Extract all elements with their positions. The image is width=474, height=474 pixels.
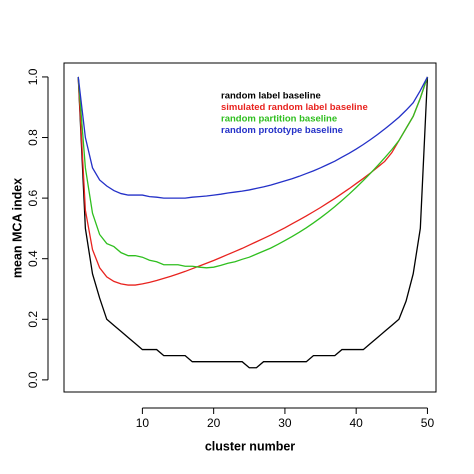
- x-tick-label: 20: [207, 416, 221, 430]
- legend-entry: simulated random label baseline: [221, 102, 368, 113]
- x-tick-label: 10: [136, 416, 150, 430]
- plot-frame: [63, 62, 437, 393]
- x-tick-label: 30: [278, 416, 292, 430]
- y-tick-label: 0.0: [26, 371, 40, 388]
- series-line: [77, 76, 429, 269]
- series-line: [77, 76, 429, 199]
- y-tick-label: 0.4: [26, 250, 40, 267]
- legend-entry: random prototype baseline: [221, 125, 343, 136]
- x-tick-label: 50: [421, 416, 435, 430]
- x-axis-label: cluster number: [205, 439, 295, 453]
- y-tick-label: 1.0: [26, 68, 40, 85]
- y-axis-label: mean MCA index: [10, 178, 24, 278]
- legend-entry: random partition baseline: [221, 114, 337, 125]
- legend-entry: random label baseline: [221, 91, 321, 102]
- y-tick-label: 0.8: [26, 129, 40, 146]
- y-tick-label: 0.6: [26, 189, 40, 206]
- series-line: [77, 76, 429, 369]
- y-tick-label: 0.2: [26, 311, 40, 328]
- x-tick-label: 40: [350, 416, 364, 430]
